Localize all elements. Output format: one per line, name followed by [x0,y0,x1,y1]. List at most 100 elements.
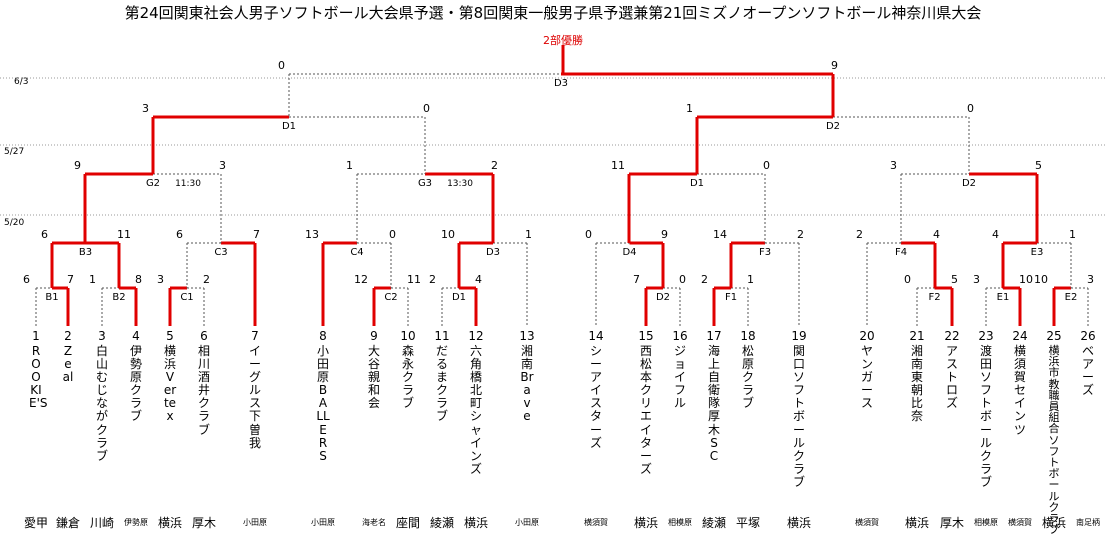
score-right: 9 [661,228,668,241]
team-number: 4 [132,329,140,343]
team-location: 横須賀 [855,518,879,527]
team-number: 8 [319,329,327,343]
match-id: D2 [962,178,976,189]
team-name: 横浜Vertex [163,344,177,424]
team-name: 渡田ソフトボールクラブ [979,344,992,489]
match-time: 11:30 [175,179,201,189]
score-left: 3 [890,159,897,172]
match-id: C4 [350,247,363,258]
match-id: D1 [282,121,296,132]
score-left: 3 [973,273,980,286]
score-right: 4 [933,228,940,241]
final-label: 2部優勝 [543,34,583,47]
team-number: 25 [1046,329,1062,343]
team-number: 23 [978,329,994,343]
score-left: 1 [346,159,353,172]
score-left: 3 [157,273,164,286]
team-number: 22 [944,329,960,343]
team-name: 大谷親和会 [367,344,380,411]
team-number: 17 [706,329,722,343]
team-number: 18 [740,329,756,343]
match-id: E1 [997,292,1010,303]
score-right: 2 [203,273,210,286]
match-id: D3 [486,247,500,258]
team-name: アストロズ [945,344,958,411]
score-left: 12 [354,273,368,286]
team-location: 相模原 [668,518,692,527]
score-left: 10 [441,228,455,241]
score-right: 0 [763,159,770,172]
date-label: 5/20 [4,218,24,228]
match-id: F4 [895,247,907,258]
score-left: 6 [176,228,183,241]
score-right: 7 [253,228,260,241]
match-id: D4 [622,247,636,258]
score-left: 3 [142,102,149,115]
score-left: 13 [305,228,319,241]
score-left: 2 [429,273,436,286]
team-name: 松原クラブ [741,344,754,411]
team-location: 横須賀 [584,518,608,527]
team-location: 相模原 [974,518,998,527]
team-name: 伊勢原クラブ [129,344,142,424]
match-id: D1 [690,178,704,189]
team-number: 24 [1012,329,1028,343]
team-location: 横浜 [904,516,930,530]
team-number: 14 [588,329,604,343]
team-name: Zeal [62,344,74,385]
score-left: 0 [585,228,592,241]
team-location: 平塚 [735,516,761,530]
score-left: 10 [1034,273,1048,286]
team-number: 11 [434,329,450,343]
score-left: 6 [41,228,48,241]
score-left: 4 [992,228,999,241]
team-location: 横須賀 [1008,518,1032,527]
score-right: 0 [679,273,686,286]
team-number: 10 [400,329,416,343]
score-left: 1 [686,102,693,115]
score-right: 7 [67,273,74,286]
team-number: 9 [370,329,378,343]
team-name: シーアイスターズ [589,344,602,450]
match-id: D2 [656,292,670,303]
score-left: 7 [633,273,640,286]
score-right: 8 [135,273,142,286]
team-location: 海老名 [362,518,386,527]
team-name: 横浜市教職員組合ソフトボールクラブ [1048,344,1060,537]
score-right: 1 [747,273,754,286]
team-number: 5 [166,329,174,343]
match-id: G2 [146,178,160,189]
team-number: 2 [64,329,72,343]
date-label: 6/3 [14,77,28,87]
score-right: 1 [525,228,532,241]
team-location: 綾瀬 [429,516,455,530]
team-name: 海上自衛隊厚木SC [707,344,720,463]
team-name: 関口ソフトボールクラブ [792,344,805,489]
score-left: 0 [278,59,285,72]
team-number: 3 [98,329,106,343]
team-name: ジョイフル [673,344,686,411]
team-number: 26 [1080,329,1096,343]
score-left: 11 [611,159,625,172]
team-number: 1 [32,329,40,343]
score-right: 0 [967,102,974,115]
team-name: イーグルス下曽我 [248,344,261,450]
team-location: 小田原 [243,518,267,527]
match-id: B2 [112,292,125,303]
match-id: F2 [928,292,940,303]
team-number: 15 [638,329,654,343]
team-name: ROOKIE'S [29,344,48,411]
match-id: C3 [214,247,227,258]
team-location: 横浜 [1041,516,1067,530]
score-left: 6 [23,273,30,286]
team-number: 21 [909,329,925,343]
score-right: 10 [1019,273,1033,286]
score-left: 0 [904,273,911,286]
match-id: C1 [180,292,193,303]
team-name: だるまクラブ [435,344,448,424]
team-name: 西松本クリエイターズ [639,344,652,476]
match-id: F3 [759,247,771,258]
team-number: 19 [791,329,807,343]
team-location: 川崎 [89,516,115,530]
